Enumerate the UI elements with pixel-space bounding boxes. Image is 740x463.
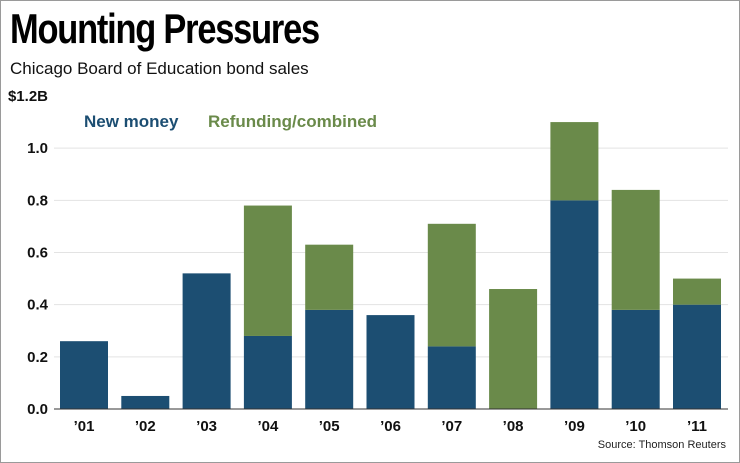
legend: New money Refunding/combined [84, 112, 377, 131]
x-tick-label: ’04 [257, 418, 279, 435]
x-tick-label: ’11 [687, 418, 707, 435]
bar-new-money [182, 273, 231, 409]
bar-new-money [427, 346, 476, 409]
x-tick-label: ’05 [319, 418, 340, 435]
bar-new-money [305, 309, 354, 409]
bar-refunding-combined [611, 189, 660, 310]
bar-refunding-combined [550, 122, 599, 201]
x-tick-label: ’01 [74, 418, 95, 435]
y-axis-ticks: 0.0 0.2 0.4 0.6 0.8 1.0 $1.2B [8, 88, 49, 418]
bar-refunding-combined [243, 205, 292, 336]
x-tick-label: ’02 [135, 418, 156, 435]
x-tick-label: ’07 [441, 418, 462, 435]
legend-new-money: New money [84, 112, 179, 131]
y-tick-label: $1.2B [8, 88, 48, 105]
bar-new-money [121, 395, 170, 409]
bar-new-money [60, 341, 108, 409]
bar-refunding-combined [673, 278, 721, 305]
source-note: Source: Thomson Reuters [597, 439, 726, 451]
bar-new-money [366, 315, 415, 409]
x-tick-label: ’06 [380, 418, 401, 435]
bar-new-money [243, 335, 292, 409]
x-tick-label: ’03 [196, 418, 217, 435]
x-tick-label: ’08 [503, 418, 524, 435]
bar-new-money [550, 200, 599, 409]
y-tick-label: 0.8 [27, 192, 48, 209]
bar-refunding-combined [305, 244, 354, 310]
bars [60, 122, 721, 409]
y-tick-label: 0.0 [27, 401, 48, 418]
bar-new-money [611, 309, 660, 409]
bar-refunding-combined [489, 289, 538, 409]
chart-title: Mounting Pressures [10, 5, 320, 52]
legend-refunding-combined: Refunding/combined [208, 112, 377, 131]
y-tick-label: 0.2 [27, 349, 48, 366]
y-tick-label: 1.0 [27, 140, 48, 157]
y-tick-label: 0.4 [27, 297, 49, 314]
x-tick-label: ’10 [625, 418, 646, 435]
chart-subtitle: Chicago Board of Education bond sales [10, 59, 309, 78]
x-tick-label: ’09 [564, 418, 585, 435]
bar-new-money [673, 304, 721, 409]
x-axis-ticks: ’01 ’02 ’03 ’04 ’05 ’06 ’07 ’08 ’09 ’10 ’11 [74, 418, 707, 435]
bar-refunding-combined [427, 223, 476, 347]
y-tick-label: 0.6 [27, 245, 48, 262]
